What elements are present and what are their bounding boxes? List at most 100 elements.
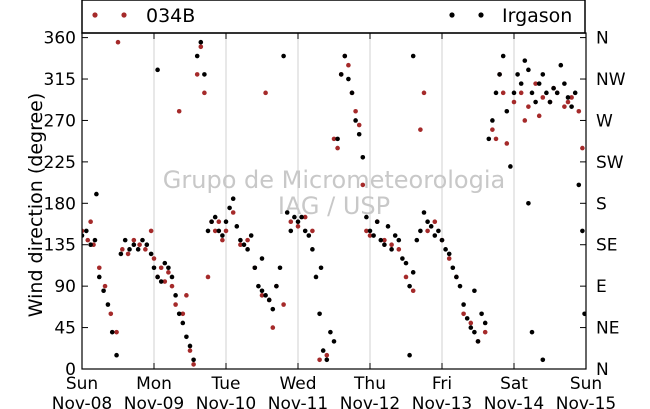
data-point: [565, 95, 571, 100]
data-point: [245, 247, 250, 252]
data-point: [259, 256, 265, 261]
data-point: [403, 260, 409, 266]
y-tick-label: 135: [44, 236, 76, 256]
data-point: [241, 242, 247, 248]
x-tick-label-day: Mon: [136, 374, 172, 394]
data-point: [356, 122, 362, 128]
data-point: [252, 265, 258, 271]
y-tick-label: 360: [44, 29, 76, 49]
data-point: [284, 210, 290, 215]
series-irgason: [82, 39, 586, 363]
y-tick-label-compass: NE: [596, 319, 619, 339]
y-tick-label: 180: [44, 194, 76, 214]
data-point: [318, 265, 324, 271]
data-point: [389, 247, 394, 252]
data-point: [547, 99, 553, 105]
data-point: [137, 242, 142, 248]
data-point: [259, 288, 265, 294]
watermark-line-1: Grupo de Micrometeorologia: [163, 166, 505, 194]
x-tick-label-date: Nov-14: [484, 394, 545, 409]
data-point: [270, 306, 276, 312]
data-point: [212, 214, 218, 220]
data-point: [302, 214, 308, 220]
data-point: [410, 270, 416, 275]
data-point: [96, 265, 102, 271]
data-point: [169, 274, 175, 280]
data-point: [522, 58, 528, 63]
data-point: [540, 95, 546, 100]
data-point: [277, 265, 283, 271]
data-point: [118, 251, 124, 257]
data-point: [515, 72, 520, 77]
data-point: [144, 242, 150, 248]
data-point: [109, 329, 115, 335]
data-point: [135, 247, 141, 252]
data-point: [202, 72, 207, 77]
data-point: [281, 302, 286, 307]
data-point: [382, 242, 387, 248]
data-point: [194, 72, 200, 77]
data-point: [143, 247, 148, 252]
data-point: [205, 274, 211, 280]
y-tick-label: 0: [65, 360, 76, 380]
y-tick-label: 225: [44, 153, 76, 173]
data-point: [85, 237, 91, 243]
data-point: [497, 72, 502, 77]
x-tick-label-day: Sun: [66, 374, 98, 394]
data-point: [88, 242, 93, 248]
grid: [153, 33, 515, 369]
data-point: [306, 233, 312, 238]
data-point: [504, 108, 510, 114]
data-point: [259, 293, 265, 298]
data-point: [367, 233, 373, 238]
legend: 034B Irgason: [81, 0, 586, 34]
data-point: [209, 219, 214, 225]
plot-frame: [81, 32, 587, 370]
legend-marker-irgason: [478, 12, 484, 18]
data-point: [88, 219, 93, 225]
data-point: [148, 251, 154, 257]
data-point: [166, 270, 171, 275]
x-tick-label-day: Sat: [500, 374, 528, 394]
data-point: [96, 274, 102, 280]
data-point: [320, 348, 326, 353]
data-point: [504, 141, 510, 146]
x-tick-label-date: Nov-09: [124, 394, 185, 409]
data-point: [346, 76, 351, 82]
data-point: [324, 357, 330, 363]
data-point: [324, 352, 330, 358]
data-point: [212, 228, 218, 234]
data-point: [425, 228, 430, 234]
data-point: [122, 237, 128, 243]
data-point: [84, 228, 89, 234]
data-point: [457, 283, 463, 289]
data-point: [536, 81, 542, 86]
data-point: [120, 247, 125, 252]
data-point: [158, 279, 164, 284]
data-point: [127, 247, 132, 252]
data-point: [155, 67, 160, 73]
data-point: [173, 293, 178, 298]
data-point: [576, 108, 582, 114]
data-point: [227, 205, 232, 211]
data-point: [238, 242, 243, 248]
legend-box: [81, 0, 586, 34]
data-point: [389, 242, 394, 248]
data-point: [400, 256, 405, 261]
x-tick-label-date: Nov-12: [340, 394, 401, 409]
data-point: [256, 283, 261, 289]
data-point: [353, 118, 358, 123]
data-point: [533, 81, 538, 86]
data-point: [173, 302, 178, 307]
data-point: [522, 118, 528, 123]
data-point: [180, 311, 186, 317]
data-point: [216, 219, 222, 225]
data-point: [349, 90, 355, 96]
data-point: [263, 293, 268, 298]
data-point: [529, 329, 535, 335]
data-point: [468, 320, 474, 326]
data-point: [432, 219, 438, 225]
x-tick-label-date: Nov-13: [412, 394, 473, 409]
data-point: [572, 90, 578, 96]
